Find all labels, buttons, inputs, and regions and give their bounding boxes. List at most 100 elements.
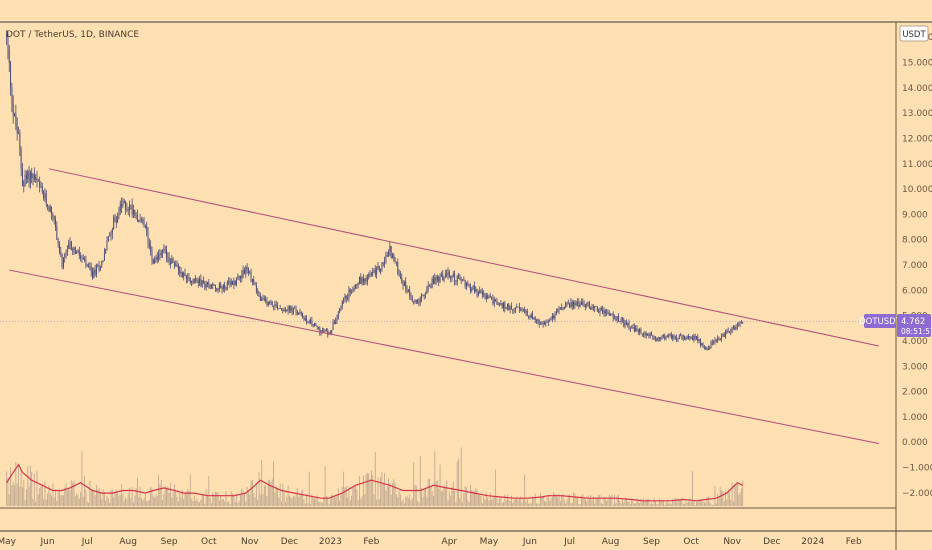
volume-bar <box>497 502 499 506</box>
volume-bar <box>135 487 137 506</box>
candle-body <box>222 284 224 290</box>
candle-body <box>362 277 364 282</box>
volume-bar <box>433 496 434 506</box>
candle-body <box>19 133 21 151</box>
candle-body <box>384 261 386 263</box>
volume-bar <box>456 461 458 506</box>
candle-body <box>172 259 174 263</box>
volume-bar <box>676 501 678 506</box>
volume-bar <box>173 484 175 506</box>
candle-body <box>512 309 514 311</box>
volume-bar <box>536 503 538 506</box>
candle-body <box>86 265 88 267</box>
volume-bar <box>360 498 362 506</box>
candle-body <box>497 304 499 305</box>
volume-bar <box>656 504 658 506</box>
candle-body <box>273 305 275 307</box>
volume-bar <box>665 502 667 506</box>
volume-bar <box>344 487 346 506</box>
candle-body <box>366 277 368 282</box>
currency-button[interactable]: USDT <box>899 25 929 42</box>
candle-body <box>40 186 42 188</box>
candle-body <box>345 295 347 300</box>
candle-body <box>136 215 138 222</box>
volume-bar <box>688 501 689 506</box>
volume-bar <box>180 496 182 506</box>
volume-bar <box>403 503 405 506</box>
candle-body <box>221 288 223 290</box>
currency-button-box[interactable] <box>899 25 929 42</box>
candle-body <box>18 133 19 134</box>
volume-bar <box>649 504 651 506</box>
volume-bar <box>146 501 148 506</box>
volume-bar <box>130 498 132 506</box>
candle-layer <box>6 30 744 351</box>
candle-body <box>514 307 516 312</box>
volume-bar <box>304 503 306 506</box>
candle-body <box>623 319 625 326</box>
candle-body <box>237 276 239 280</box>
candle-body <box>583 304 585 307</box>
candle-body <box>213 285 215 286</box>
volume-bar <box>735 483 737 506</box>
candle-body <box>468 284 470 287</box>
volume-bar <box>113 497 115 506</box>
candle-body <box>212 284 214 286</box>
volume-bar <box>434 451 436 506</box>
volume-bar <box>463 492 465 506</box>
volume-bar <box>701 499 703 506</box>
candle-body <box>524 309 526 313</box>
volume-bar <box>44 481 46 506</box>
volume-bar <box>475 488 477 506</box>
volume-bar <box>362 475 364 506</box>
candle-body <box>558 309 560 312</box>
volume-bar <box>80 492 82 506</box>
channel-lower-line <box>9 269 879 444</box>
candle-body <box>701 343 703 345</box>
x-tick-label: Oct <box>683 537 699 547</box>
volume-bar <box>164 485 166 506</box>
candle-body <box>171 259 173 264</box>
volume-bar <box>571 503 573 506</box>
candle-body <box>122 203 124 207</box>
y-tick-label: 7.000 <box>902 261 928 271</box>
candle-body <box>499 304 501 306</box>
volume-bar <box>126 498 128 506</box>
candle-body <box>419 299 421 303</box>
volume-bar <box>154 497 156 506</box>
volume-bar <box>189 474 191 506</box>
candle-body <box>481 291 483 295</box>
volume-bar <box>496 495 498 506</box>
y-tick-label: 3.000 <box>902 362 928 372</box>
candle-body <box>315 323 317 326</box>
currency-label[interactable]: USDT <box>902 30 926 40</box>
volume-bar <box>64 487 66 506</box>
volume-bar <box>269 479 271 506</box>
volume-bar <box>640 498 642 506</box>
candle-body <box>599 307 601 313</box>
candle-body <box>319 328 321 333</box>
volume-bar <box>296 488 298 506</box>
volume-bar <box>57 490 59 506</box>
volume-bar <box>697 500 699 506</box>
candle-body <box>444 274 446 278</box>
x-tick-label: Jun <box>40 537 55 547</box>
volume-bar <box>32 498 34 506</box>
volume-bar <box>200 499 202 506</box>
candle-body <box>332 321 334 331</box>
volume-bar <box>574 493 576 506</box>
symbol-badge-box <box>864 314 896 328</box>
volume-bar <box>84 475 86 506</box>
chart-title: DOT / TetherUS, 1D, BINANCE <box>6 30 139 40</box>
volume-bar <box>612 504 614 506</box>
volume-bar <box>436 480 438 506</box>
candle-body <box>559 307 561 310</box>
volume-bar <box>566 499 568 506</box>
volume-bar <box>510 495 512 506</box>
candle-body <box>604 310 606 314</box>
volume-bar <box>540 492 541 506</box>
volume-bar <box>166 488 167 506</box>
candle-body <box>32 173 34 179</box>
candle-body <box>639 329 641 333</box>
volume-bar <box>483 496 485 506</box>
